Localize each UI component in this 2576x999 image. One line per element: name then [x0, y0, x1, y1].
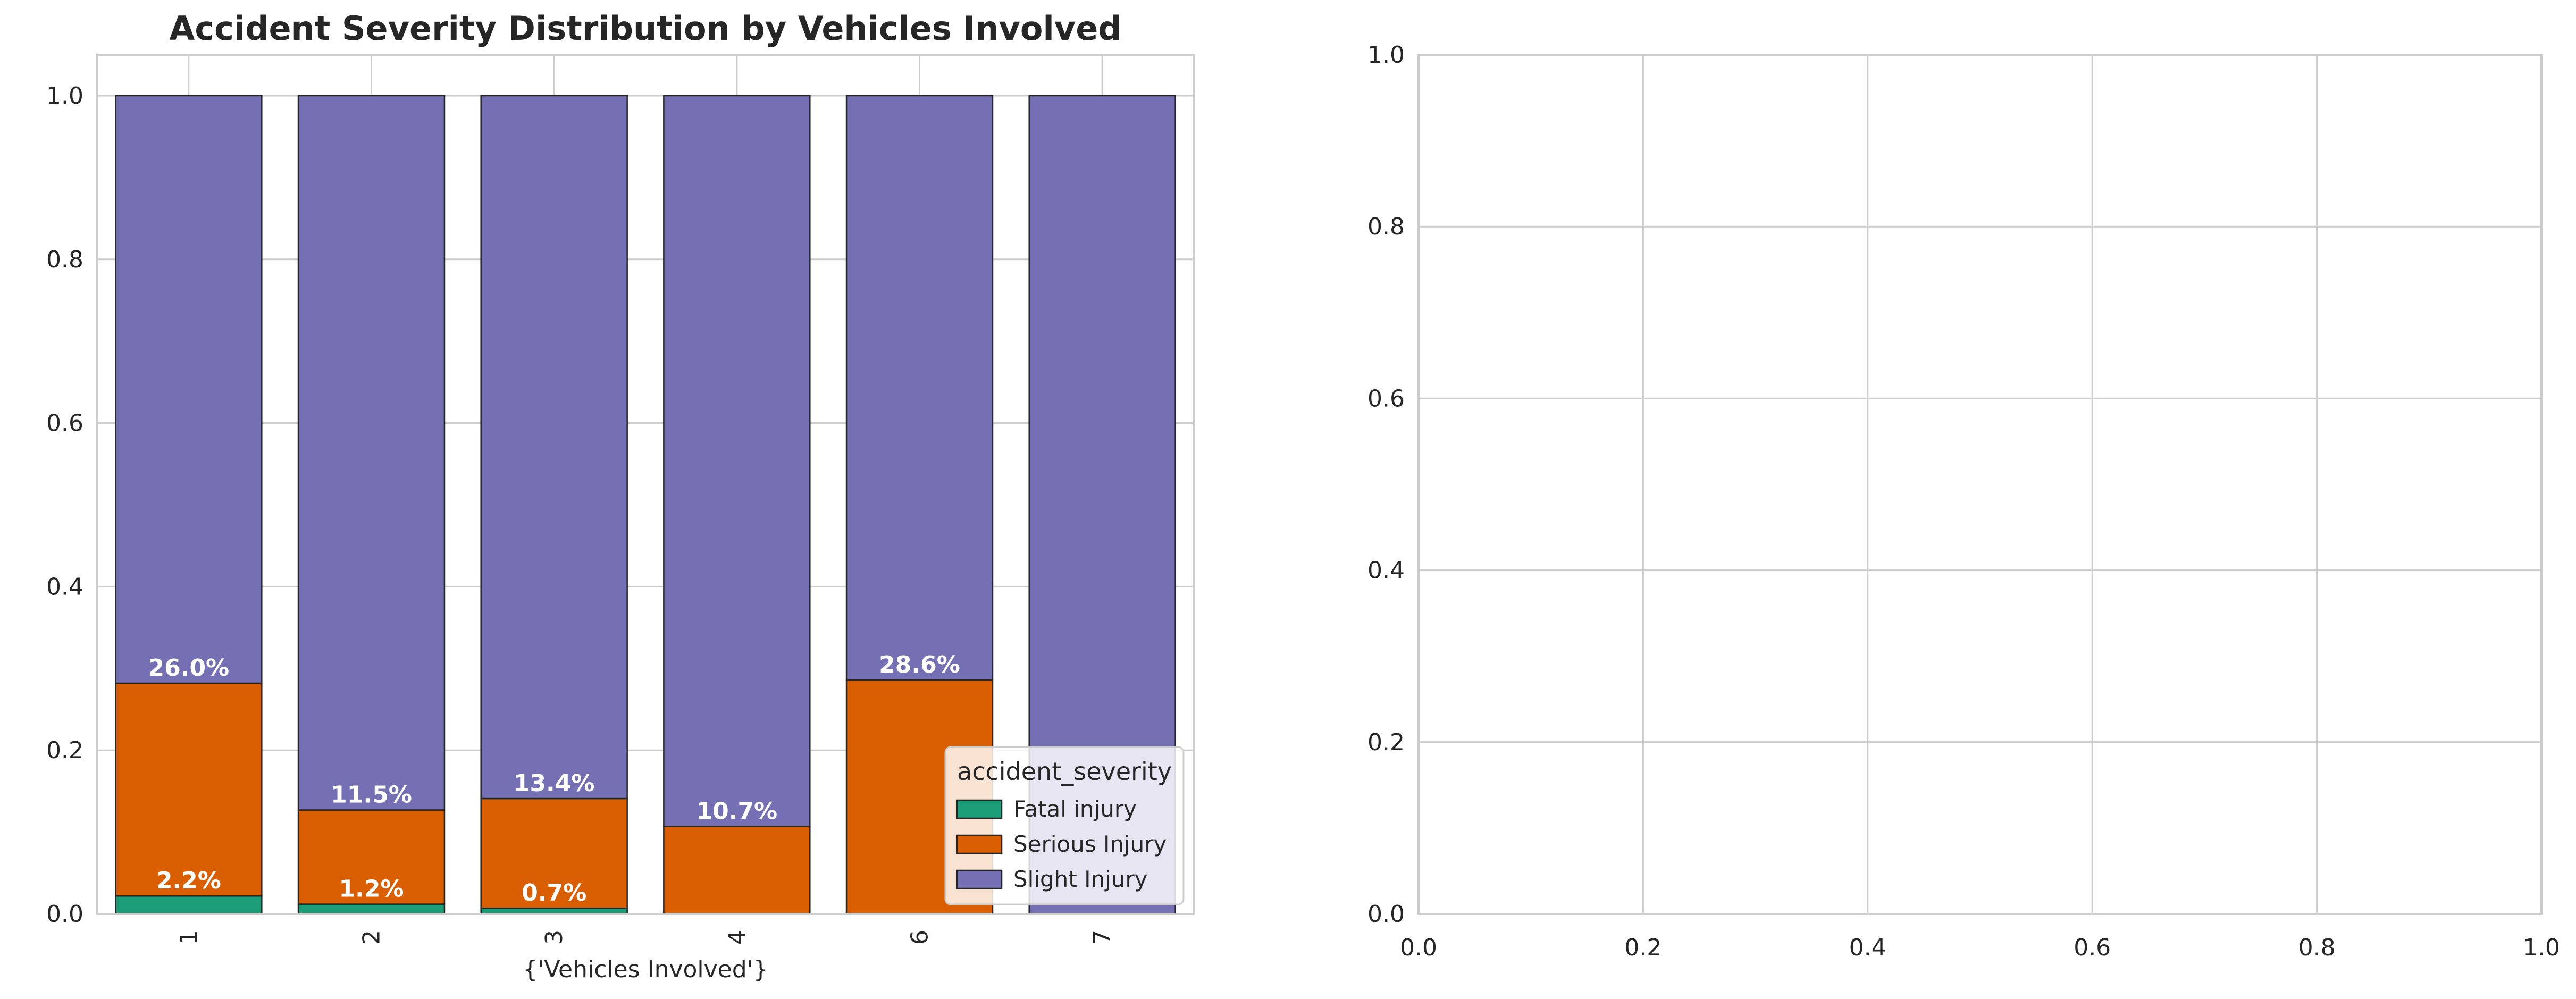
left-chart: 2.2% 26.0% 1.2% 11.5% 0.7% 13.4% 10.7% 28.6% 0.0… [46, 9, 1195, 983]
bar-fatal-injury-2 [297, 903, 446, 915]
y-tick-label: 0.8 [1367, 213, 1405, 240]
bar-slight-injury-1 [115, 95, 263, 684]
right-x-ticks: 0.0 0.2 0.4 0.6 0.8 1.0 [1400, 934, 2560, 961]
bar-fatal-injury-1 [115, 895, 263, 915]
data-label: 13.4% [514, 770, 595, 797]
data-label: 10.7% [697, 797, 778, 825]
data-label: 26.0% [148, 654, 230, 682]
y-tick-label: 1.0 [1367, 41, 1405, 69]
bar-serious-injury-3 [480, 797, 628, 909]
data-label: 28.6% [879, 651, 960, 678]
x-tick-label: 0.4 [1849, 934, 1886, 961]
left-x-ticks: 1 2 3 4 6 7 [175, 930, 1116, 945]
x-tick-label: 0.6 [2074, 934, 2111, 961]
x-tick-label: 6 [907, 930, 934, 945]
x-tick-label: 0.8 [2298, 934, 2336, 961]
legend-entry: Slight Injury [1013, 866, 1148, 892]
y-tick-label: 0.8 [46, 246, 83, 273]
legend-swatch [956, 799, 1003, 819]
right-chart: 0.0 0.2 0.4 0.6 0.8 1.0 0.0 0.2 0.4 0.6 0.8 1.0 [1367, 41, 2560, 961]
data-label: 1.2% [339, 876, 404, 903]
data-label: 0.7% [522, 879, 586, 906]
legend-title: accident_severity [957, 757, 1172, 786]
x-tick-label: 3 [541, 930, 568, 945]
bar-serious-injury-4 [663, 826, 811, 915]
bar-slight-injury-3 [480, 95, 628, 800]
data-label: 11.5% [331, 782, 412, 809]
data-label: 2.2% [156, 867, 221, 894]
legend-box [944, 746, 1185, 905]
right-grid [1417, 54, 2543, 915]
left-y-ticks: 0.0 0.2 0.4 0.6 0.8 1.0 [46, 82, 83, 928]
bar-slight-injury-4 [663, 95, 811, 827]
right-y-ticks: 0.0 0.2 0.4 0.6 0.8 1.0 [1367, 41, 1405, 928]
legend-swatch [956, 834, 1003, 854]
x-tick-label: 1.0 [2523, 934, 2560, 961]
bar-serious-injury-1 [115, 682, 263, 897]
y-tick-label: 0.4 [46, 573, 83, 600]
chart-title: Accident Severity Distribution by Vehicl… [169, 9, 1121, 48]
left-axes-frame [96, 54, 1195, 915]
y-tick-label: 0.2 [46, 737, 83, 764]
bar-serious-injury-2 [297, 809, 446, 905]
right-axes-frame [1417, 54, 2543, 915]
legend: accident_severity Fatal injury Serious Inj… [944, 746, 1185, 905]
y-tick-label: 0.6 [1367, 385, 1405, 412]
x-tick-label: 1 [175, 930, 203, 945]
y-tick-label: 0.6 [46, 410, 83, 437]
x-axis-label: {'Vehicles Involved'} [523, 956, 768, 983]
y-tick-label: 0.0 [46, 901, 83, 928]
x-tick-label: 0.0 [1400, 934, 1437, 961]
legend-entry: Serious Injury [1013, 831, 1167, 857]
y-tick-label: 1.0 [46, 82, 83, 110]
legend-swatch [956, 869, 1003, 889]
x-tick-label: 0.2 [1624, 934, 1662, 961]
x-tick-label: 7 [1089, 930, 1116, 945]
bar-slight-injury-2 [297, 95, 446, 811]
y-tick-label: 0.0 [1367, 901, 1405, 928]
y-tick-label: 0.2 [1367, 729, 1405, 756]
y-tick-label: 0.4 [1367, 557, 1405, 584]
x-tick-label: 2 [358, 930, 385, 945]
data-labels: 2.2% 26.0% 1.2% 11.5% 0.7% 13.4% 10.7% 28.6% [148, 651, 960, 906]
bar-slight-injury-6 [845, 95, 994, 681]
x-tick-label: 4 [724, 930, 751, 945]
bars [115, 95, 1176, 915]
legend-entry: Fatal injury [1013, 796, 1137, 822]
